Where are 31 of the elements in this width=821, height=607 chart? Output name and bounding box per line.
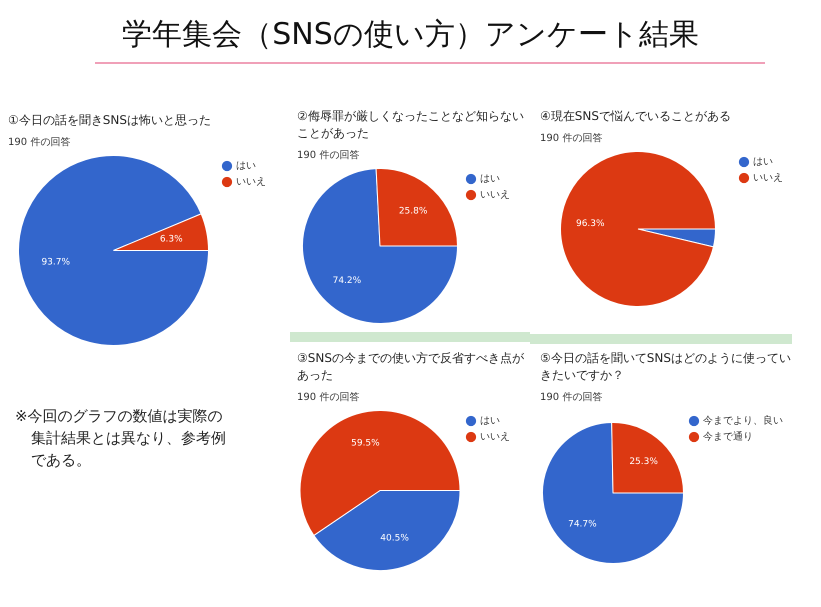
chart-subtitle: 190 件の回答 [8,136,72,149]
chart-title: ①今日の話を聞きSNSは怖いと思った [8,112,212,129]
text: ※今回のグラフの数値は実際の集計結果とは異なり、参考例である。 [15,406,227,471]
legend-label: 今まで通り [703,430,753,443]
data-label: 74.7% [568,520,598,530]
legend-label: いいえ [480,432,510,443]
data-label: 25.3% [629,457,658,468]
legend-label: はい [480,416,500,427]
data-label: 6.3% [160,234,184,244]
data-label: 74.2% [332,276,362,286]
legend-label: いいえ [753,172,783,184]
data-label: 59.5% [351,438,380,448]
legend-label: はい [480,174,500,185]
chart-title: ⑤今日の話を聞いてSNSはどのように使っていきたいですか？ [540,350,792,384]
chart-subtitle: 190 件の回答 [297,149,360,162]
chart-title: ②侮辱罪が厳しくなったことなど知らないことがあった [297,108,525,142]
chart-subtitle: 190 件の回答 [540,132,604,145]
legend-label: 今までより、良い [703,414,783,427]
data-label: 96.3% [576,218,606,229]
legend-label: はい [753,156,773,168]
chart-subtitle: 190 件の回答 [540,391,604,404]
legend-label: いいえ [236,176,266,188]
chart-subtitle: 190 件の回答 [297,391,360,404]
chart-title: ③SNSの今までの使い方で反省すべき点があった [297,350,525,384]
data-label: 93.7% [41,257,70,268]
data-label: 25.8% [398,206,428,217]
data-label: 40.5% [380,533,410,544]
text: 学年集会（SNSの使い方）アンケート結果 [121,16,700,54]
chart-title: ④現在SNSで悩んでいることがある [540,108,732,125]
legend-label: いいえ [480,190,510,201]
legend-label: はい [236,160,256,172]
